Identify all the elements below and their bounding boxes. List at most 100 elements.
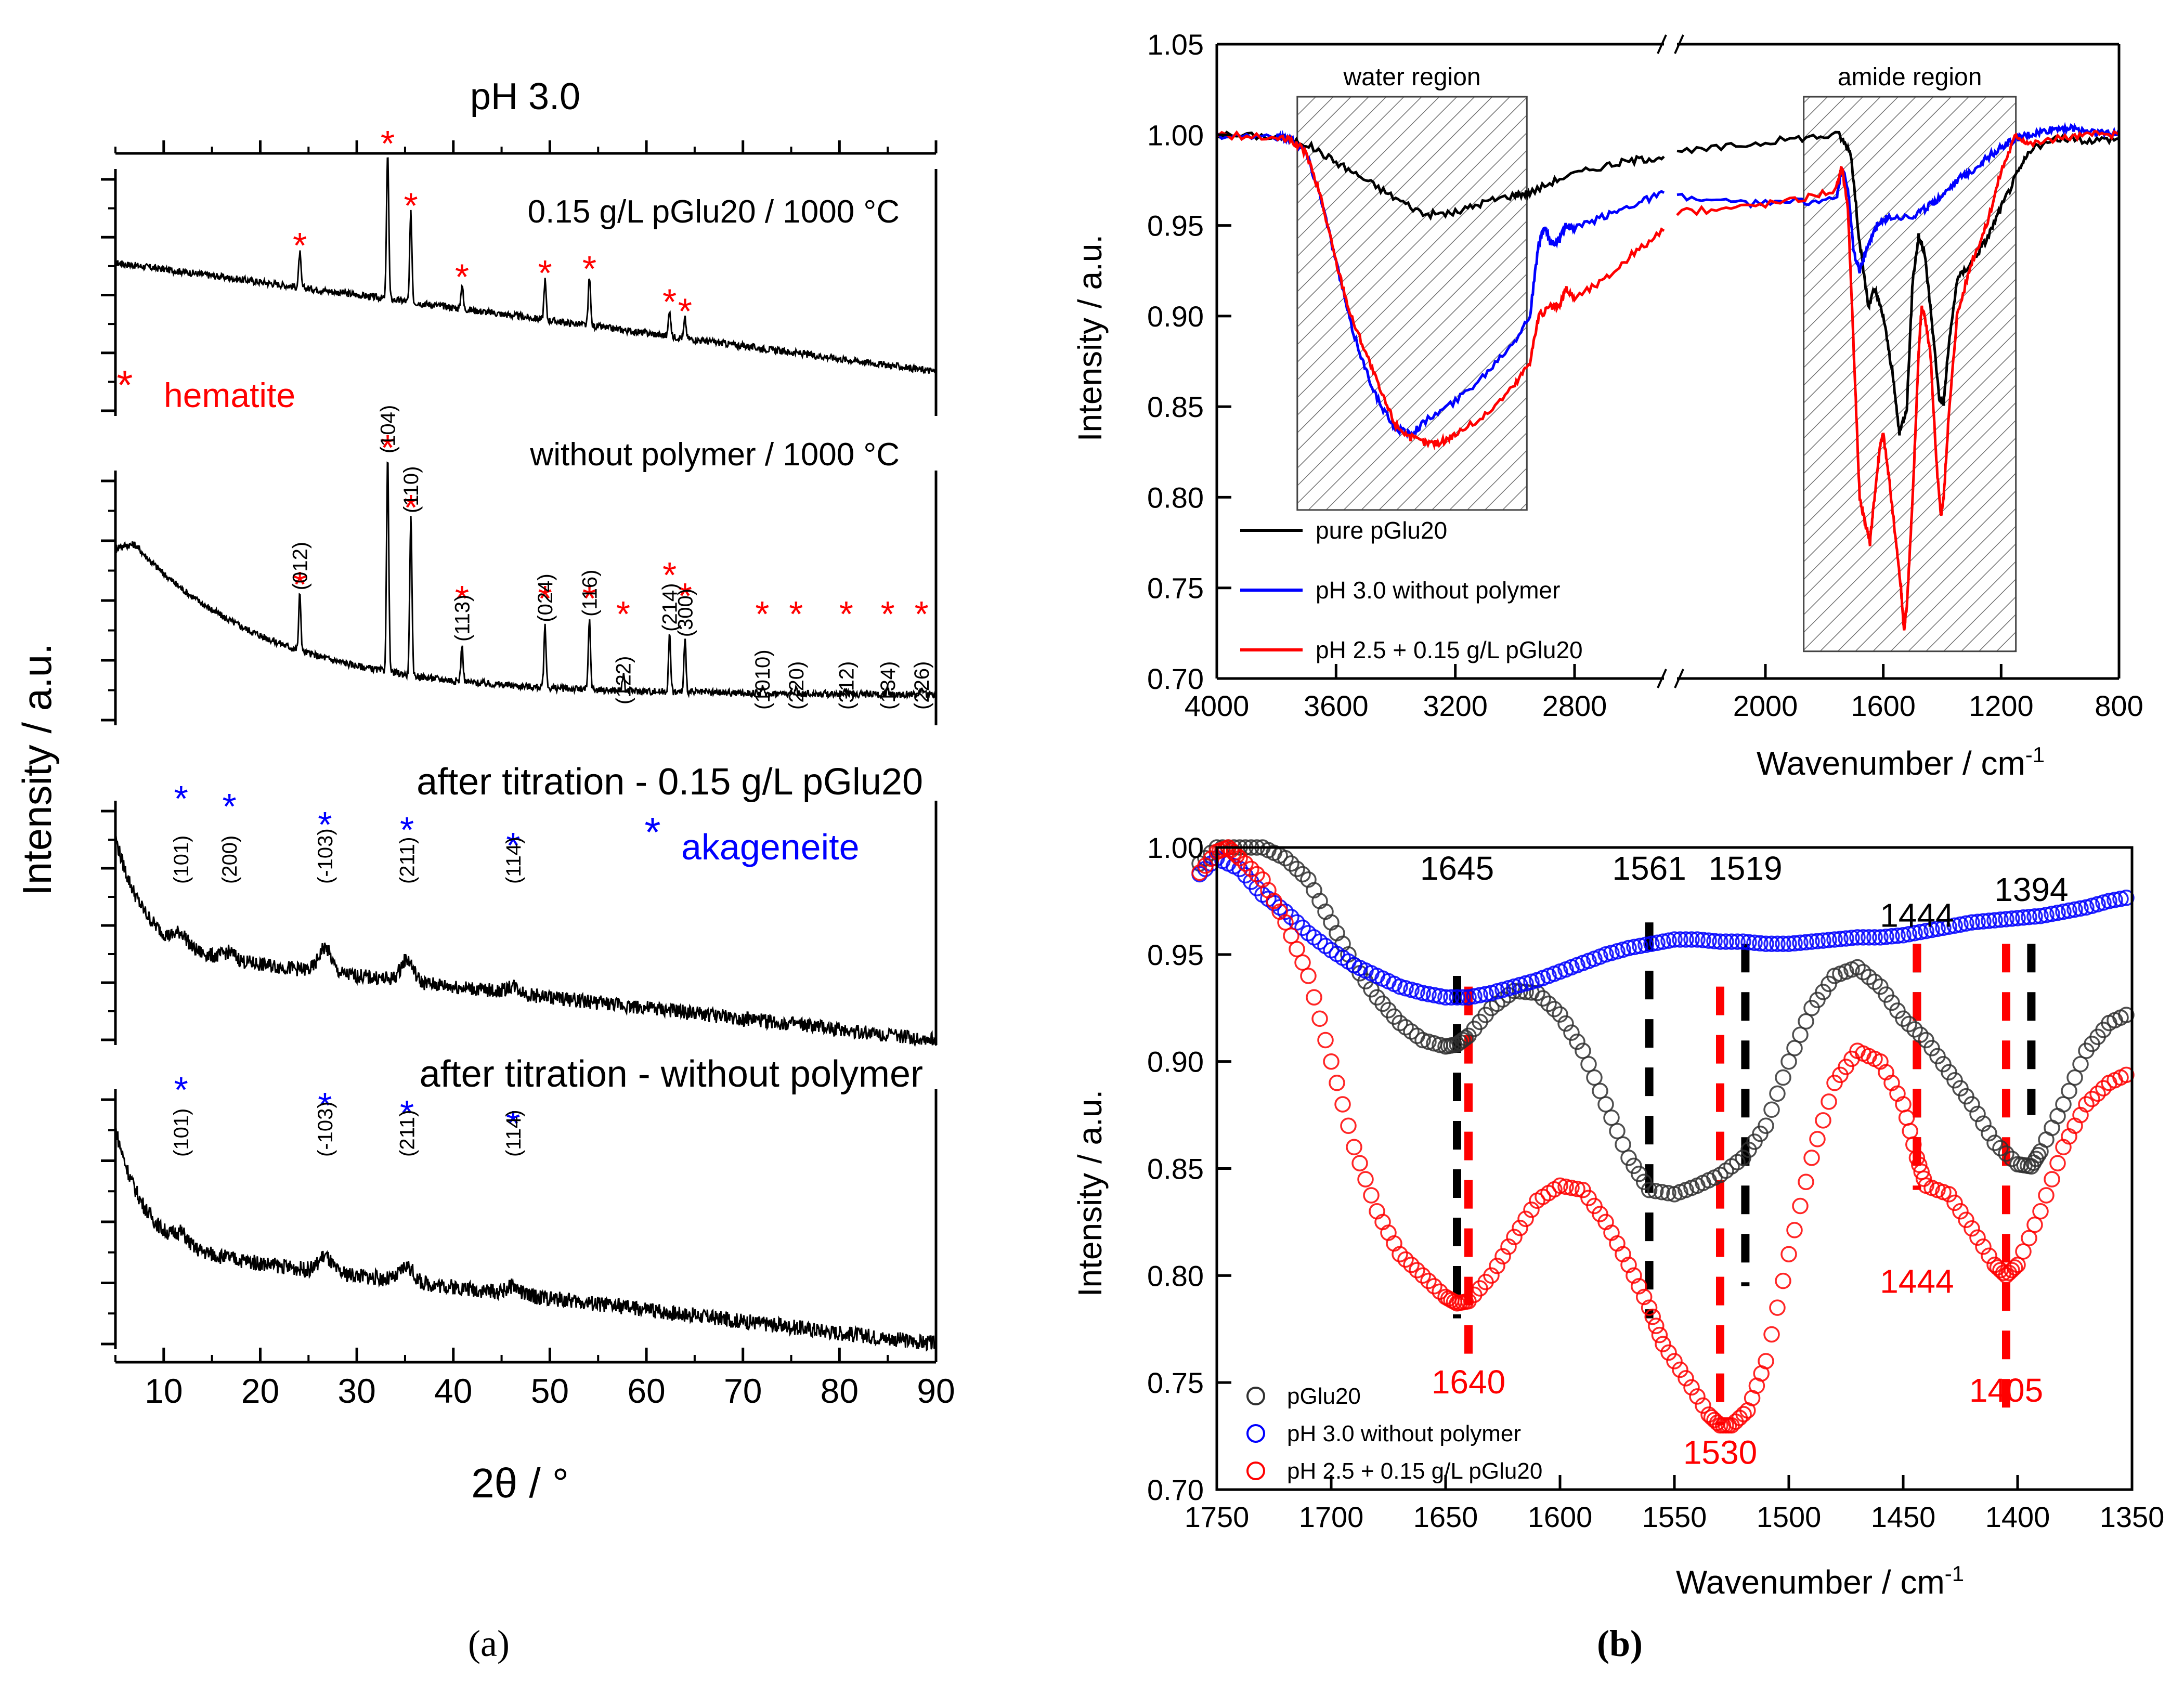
- xrd-peak-star: *: [318, 1085, 332, 1126]
- amide-y-tick-label: 0.75: [1147, 1366, 1204, 1399]
- amide-data-point: [1603, 1109, 1620, 1126]
- amide-data-point: [1626, 938, 1643, 956]
- amide-data-point: [2072, 1056, 2089, 1073]
- amide-data-point: [1718, 933, 1734, 950]
- amide-data-point: [2009, 910, 2026, 927]
- amide-data-point: [1915, 1170, 1932, 1187]
- xrd-trace: [114, 836, 937, 1048]
- ftir-break-mark: [1657, 34, 1667, 54]
- panel-label-a: (a): [468, 1623, 510, 1664]
- amide-data-point: [1647, 1182, 1664, 1199]
- amide-peak-label: 1444: [1880, 1262, 1954, 1300]
- amide-data-point: [1651, 1326, 1668, 1343]
- amide-data-point: [2118, 889, 2135, 906]
- amide-data-point: [1861, 929, 1877, 946]
- ftir-amide-chart: 0.70 0.75 0.80 0.85 0.90 0.95 1.00 1750 1700 1650…: [1071, 831, 2164, 1664]
- amide-data-point: [1489, 1258, 1505, 1274]
- xrd-series-label-2: without polymer / 1000 °C: [529, 437, 900, 473]
- amide-data-point: [1918, 922, 1934, 940]
- amide-data-point: [1792, 1026, 1809, 1043]
- amide-data-point: [1775, 935, 1791, 953]
- ftir-trace: [1216, 130, 1665, 451]
- amide-data-point: [2026, 908, 2043, 925]
- amide-data-point: [1226, 844, 1242, 862]
- amide-data-point: [1872, 929, 1889, 946]
- ftir-y-tick-label: 1.05: [1147, 28, 1204, 61]
- xrd-peak-star: *: [678, 576, 692, 616]
- xrd-hkl-label: (200): [218, 836, 241, 884]
- amide-data-point: [1631, 1278, 1647, 1295]
- amide-data-point: [1809, 1131, 1826, 1147]
- amide-data-point: [1815, 984, 1831, 1000]
- amide-data-point: [1878, 929, 1894, 945]
- amide-x-tick-label: 1750: [1185, 1501, 1250, 1533]
- amide-data-point: [1277, 850, 1294, 867]
- amide-data-point: [2118, 1007, 2135, 1023]
- amide-data-point: [1769, 935, 1786, 953]
- amide-data-point: [1666, 931, 1683, 948]
- amide-data-point: [1329, 1075, 1345, 1091]
- amide-data-point: [1792, 934, 1809, 951]
- amide-peak-label: 1640: [1432, 1363, 1505, 1401]
- amide-data-point: [1597, 1096, 1614, 1113]
- amide-data-point: [1426, 987, 1442, 1003]
- amide-data-point: [2049, 904, 2066, 921]
- amide-data-point: [1311, 1010, 1328, 1027]
- amide-data-point: [1729, 933, 1746, 950]
- amide-data-point: [1849, 929, 1866, 946]
- amide-data-point: [1649, 934, 1666, 951]
- amide-data-point: [1569, 1180, 1585, 1197]
- amide-data-point: [1457, 1029, 1474, 1047]
- amide-data-point: [1946, 917, 1963, 934]
- amide-data-point: [2101, 893, 2117, 909]
- amide-data-point: [2061, 902, 2077, 919]
- amide-data-point: [1506, 1229, 1523, 1245]
- ftir-y-tick-label: 0.70: [1147, 662, 1204, 695]
- xrd-x-tick-label: 40: [434, 1372, 472, 1410]
- amide-data-point: [1644, 1308, 1661, 1325]
- amide-data-point: [1775, 1272, 1791, 1289]
- amide-data-point: [2112, 891, 2129, 907]
- ftir-x-tick-label: 4000: [1185, 689, 1250, 722]
- amide-data-point: [1660, 1185, 1676, 1202]
- ftir-x-tick-label: 1600: [1851, 689, 1916, 722]
- amide-data-point: [1420, 1272, 1437, 1289]
- amide-data-point: [1672, 1361, 1688, 1378]
- amide-data-point: [1912, 923, 1929, 941]
- amide-legend-label: pH 2.5 + 0.15 g/L pGlu20: [1287, 1458, 1542, 1484]
- amide-data-point: [1763, 1101, 1780, 1118]
- amide-data-point: [1935, 1056, 1952, 1073]
- xrd-hkl-label: (134): [877, 661, 900, 710]
- amide-data-point: [1648, 1317, 1665, 1334]
- amide-data-point: [1357, 1171, 1374, 1188]
- amide-data-point: [1798, 1013, 1814, 1030]
- amide-y-tick-label: 0.95: [1147, 938, 1204, 971]
- amide-data-point: [1780, 935, 1797, 953]
- akageneite-legend-star: *: [644, 809, 660, 855]
- xrd-peak-star: *: [455, 578, 469, 619]
- amide-data-point: [1237, 855, 1254, 872]
- amide-peak-label: 1561: [1612, 850, 1686, 887]
- amide-data-point: [1758, 935, 1774, 953]
- amide-data-point: [1660, 1344, 1677, 1361]
- xrd-hkl-label: (312): [835, 661, 858, 710]
- xrd-peak-star: *: [915, 594, 929, 634]
- ftir-y-tick-label: 0.80: [1147, 481, 1204, 514]
- amide-data-point: [1626, 1157, 1642, 1175]
- amide-data-point: [1769, 1085, 1786, 1102]
- ftir-region-label: amide region: [1838, 63, 1982, 91]
- ftir-ylabel: Intensity / a.u.: [1071, 234, 1109, 441]
- amide-data-point: [1740, 1141, 1757, 1158]
- xrd-hkl-label: (300): [674, 589, 697, 637]
- amide-data-point: [2026, 1216, 2043, 1233]
- xrd-peak-star: *: [538, 578, 552, 619]
- amide-ylabel: Intensity / a.u.: [1071, 1090, 1109, 1297]
- amide-data-point: [1883, 928, 1900, 945]
- amide-peak-label: 1444: [1880, 896, 1954, 934]
- amide-data-point: [1654, 1184, 1670, 1201]
- amide-data-point: [1243, 860, 1259, 877]
- amide-data-point: [2049, 1155, 2066, 1171]
- ftir-x-tick-label: 1200: [1969, 689, 2034, 722]
- amide-data-point: [2006, 1259, 2023, 1276]
- amide-data-point: [1660, 932, 1677, 949]
